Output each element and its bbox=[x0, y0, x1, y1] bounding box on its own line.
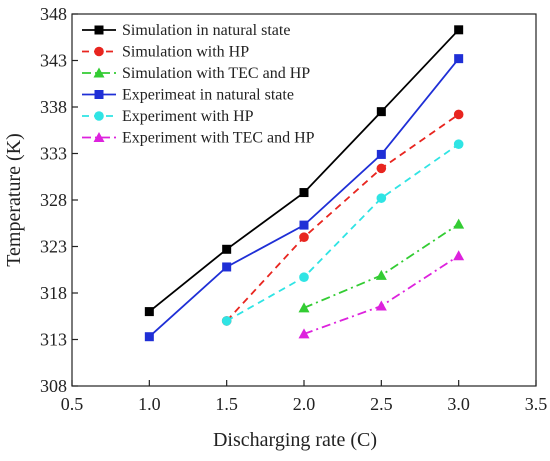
data-point bbox=[453, 109, 464, 120]
data-point bbox=[375, 300, 387, 311]
legend-label: Simulation with HP bbox=[122, 44, 249, 61]
data-point bbox=[376, 107, 386, 117]
data-point bbox=[299, 232, 309, 242]
x-tick-label: 2.5 bbox=[370, 394, 393, 414]
series-5 bbox=[221, 139, 464, 326]
data-point bbox=[454, 25, 464, 35]
data-point bbox=[222, 262, 232, 272]
y-tick-label: 308 bbox=[40, 376, 67, 396]
legend-entry: Simulation with TEC and HP bbox=[82, 65, 310, 82]
legend-entry: Experiment with HP bbox=[82, 108, 254, 125]
series-1 bbox=[144, 25, 464, 317]
series-3 bbox=[298, 218, 465, 313]
data-point bbox=[453, 218, 465, 229]
y-tick-label: 348 bbox=[40, 4, 67, 24]
x-tick-label: 3.5 bbox=[525, 394, 548, 414]
legend-label: Experiment with HP bbox=[122, 108, 254, 125]
data-point bbox=[298, 302, 310, 313]
legend-label: Simulation with TEC and HP bbox=[122, 65, 310, 82]
series-line bbox=[303, 223, 460, 309]
data-point bbox=[298, 328, 310, 339]
data-point bbox=[144, 332, 154, 342]
data-point bbox=[454, 54, 464, 64]
data-point bbox=[375, 269, 387, 280]
y-tick-label: 313 bbox=[40, 330, 67, 350]
legend-marker bbox=[93, 132, 105, 142]
legend-entry: Simulation in natural state bbox=[82, 22, 290, 39]
y-tick-label: 333 bbox=[40, 144, 67, 164]
legend-entry: Experimeat in natural state bbox=[82, 87, 294, 104]
legend-marker bbox=[94, 90, 104, 99]
legend-entry: Experiment with TEC and HP bbox=[82, 130, 315, 147]
legend-label: Experiment with TEC and HP bbox=[122, 130, 315, 147]
data-point bbox=[453, 250, 465, 261]
data-point bbox=[453, 139, 464, 149]
series-line bbox=[226, 113, 460, 322]
series-layer bbox=[144, 25, 465, 342]
y-axis-title: Temperature (K) bbox=[3, 133, 25, 267]
x-tick-label: 3.0 bbox=[447, 394, 470, 414]
legend-label: Experimeat in natural state bbox=[122, 87, 294, 104]
x-tick-label: 2.0 bbox=[293, 394, 316, 414]
x-tick-label: 0.5 bbox=[61, 394, 84, 414]
series-line bbox=[226, 143, 460, 322]
x-tick-label: 1.0 bbox=[138, 394, 161, 414]
legend-entry: Simulation with HP bbox=[82, 44, 249, 61]
y-tick-label: 343 bbox=[40, 51, 67, 71]
data-point bbox=[299, 272, 309, 282]
series-4 bbox=[144, 54, 464, 342]
data-point bbox=[376, 193, 387, 203]
data-point bbox=[144, 307, 154, 317]
data-point bbox=[222, 244, 232, 254]
y-tick-label: 318 bbox=[40, 283, 67, 303]
series-line bbox=[303, 255, 460, 335]
y-tick-label: 338 bbox=[40, 97, 67, 117]
x-axis-title: Discharging rate (C) bbox=[213, 429, 377, 451]
legend: Simulation in natural state Simulation wi… bbox=[82, 22, 315, 147]
series-6 bbox=[298, 250, 465, 339]
data-point bbox=[376, 149, 386, 159]
data-point bbox=[376, 163, 387, 174]
y-tick-label: 323 bbox=[40, 237, 67, 257]
plot-area: 0.5 1.0 1.5 2.0 2.5 3.0 3.5 308 313 318 323 328 333 3… bbox=[40, 4, 547, 414]
x-tick-label: 1.5 bbox=[215, 394, 238, 414]
legend-marker bbox=[94, 111, 104, 121]
legend-marker bbox=[93, 67, 105, 78]
data-point bbox=[299, 188, 309, 198]
legend-marker bbox=[94, 46, 104, 57]
data-point bbox=[221, 316, 232, 326]
y-tick-label: 328 bbox=[40, 190, 67, 210]
legend-marker bbox=[94, 25, 104, 35]
data-point bbox=[299, 220, 309, 230]
legend-label: Simulation in natural state bbox=[122, 22, 290, 39]
